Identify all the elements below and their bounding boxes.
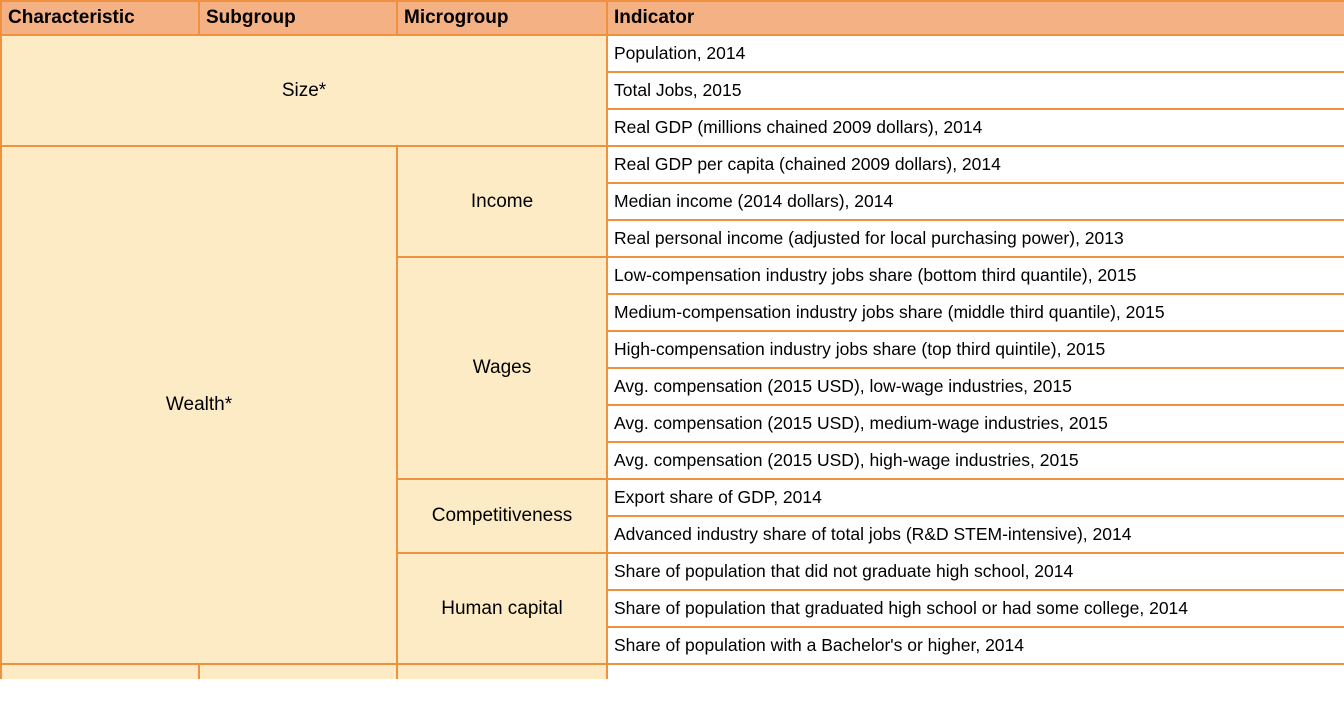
indicator-cell: Advanced industry share of total jobs (R… xyxy=(606,515,1344,554)
table-row: Real GDP (millions chained 2009 dollars)… xyxy=(1,108,1344,147)
table-row: Medium-compensation industry jobs share … xyxy=(1,293,1344,332)
indicator-cell: Share of population that graduated high … xyxy=(606,589,1344,628)
size-group-cell: Size* xyxy=(0,34,608,147)
indicator-cell: Export share of GDP, 2014 xyxy=(606,478,1344,517)
table-row: Avg. compensation (2015 USD), low-wage i… xyxy=(1,367,1344,406)
table-row: Median income (2014 dollars), 2014 xyxy=(1,182,1344,221)
table-row: Share of population that graduated high … xyxy=(1,589,1344,628)
header-characteristic: Characteristic xyxy=(0,0,200,36)
indicator-cell: Median income (2014 dollars), 2014 xyxy=(606,182,1344,221)
table-row: Avg. compensation (2015 USD), medium-wag… xyxy=(1,404,1344,443)
table-row-partial xyxy=(0,663,1344,679)
header-subgroup: Subgroup xyxy=(198,0,398,36)
partial-cell xyxy=(0,663,200,679)
indicator-cell: Avg. compensation (2015 USD), medium-wag… xyxy=(606,404,1344,443)
indicator-cell: Total Jobs, 2015 xyxy=(606,71,1344,110)
indicator-cell: Share of population that did not graduat… xyxy=(606,552,1344,591)
microgroup-competitiveness: Competitiveness xyxy=(396,478,608,554)
indicator-cell: Real personal income (adjusted for local… xyxy=(606,219,1344,258)
wealth-group-cell: Wealth* xyxy=(0,145,398,665)
partial-cell xyxy=(198,663,398,679)
partial-cell xyxy=(606,663,1344,679)
table-row: Total Jobs, 2015 xyxy=(1,71,1344,110)
table-row: Real personal income (adjusted for local… xyxy=(1,219,1344,258)
table-row: Wages Low-compensation industry jobs sha… xyxy=(1,256,1344,480)
indicator-cell: Avg. compensation (2015 USD), high-wage … xyxy=(606,441,1344,480)
table-row: Avg. compensation (2015 USD), high-wage … xyxy=(1,441,1344,480)
table-row: High-compensation industry jobs share (t… xyxy=(1,330,1344,369)
indicator-cell: Real GDP per capita (chained 2009 dollar… xyxy=(606,145,1344,184)
partial-cell xyxy=(396,663,608,679)
microgroup-human-capital: Human capital xyxy=(396,552,608,665)
indicator-cell: Low-compensation industry jobs share (bo… xyxy=(606,256,1344,295)
header-microgroup: Microgroup xyxy=(396,0,608,36)
table-row: Competitiveness Export share of GDP, 201… xyxy=(1,478,1344,554)
table-row: Wealth* Income Real GDP per capita (chai… xyxy=(0,145,1344,665)
indicator-cell: Medium-compensation industry jobs share … xyxy=(606,293,1344,332)
indicator-cell: Share of population with a Bachelor's or… xyxy=(606,626,1344,665)
table-row: Human capital Share of population that d… xyxy=(1,552,1344,665)
table-row: Share of population with a Bachelor's or… xyxy=(1,626,1344,665)
table-row: Size* Population, 2014 xyxy=(0,34,1344,147)
indicator-cell: High-compensation industry jobs share (t… xyxy=(606,330,1344,369)
table-row: Advanced industry share of total jobs (R… xyxy=(1,515,1344,554)
indicator-cell: Avg. compensation (2015 USD), low-wage i… xyxy=(606,367,1344,406)
header-row: Characteristic Subgroup Microgroup Indic… xyxy=(0,0,1344,36)
indicator-cell: Population, 2014 xyxy=(606,34,1344,73)
microgroup-wages: Wages xyxy=(396,256,608,480)
header-indicator: Indicator xyxy=(606,0,1344,36)
microgroup-income: Income xyxy=(396,145,608,258)
indicator-table: Characteristic Subgroup Microgroup Indic… xyxy=(0,0,1344,679)
indicator-cell: Real GDP (millions chained 2009 dollars)… xyxy=(606,108,1344,147)
